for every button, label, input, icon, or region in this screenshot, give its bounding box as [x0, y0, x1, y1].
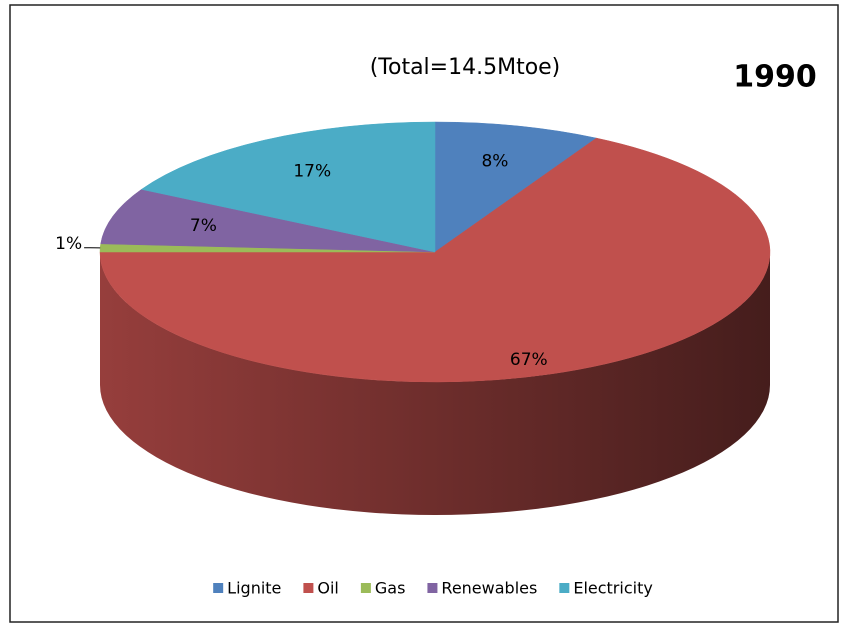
slice-side	[100, 252, 770, 515]
legend-swatch	[360, 583, 371, 593]
legend-label: Lignite	[227, 579, 281, 598]
chart-title: 1990	[733, 60, 817, 95]
legend-swatch	[559, 583, 570, 593]
slice	[434, 121, 597, 253]
slice	[99, 137, 771, 383]
legend-swatch	[427, 583, 438, 593]
legend-label: Renewables	[441, 579, 537, 598]
slice	[140, 121, 436, 253]
data-label: 7%	[190, 216, 217, 236]
slice	[100, 189, 436, 253]
legend-swatch	[303, 583, 314, 593]
legend-label: Oil	[317, 579, 338, 598]
legend-label: Gas	[375, 579, 406, 598]
data-label: 67%	[510, 350, 548, 370]
data-label: 8%	[481, 151, 508, 171]
legend-label: Electricity	[573, 579, 652, 598]
data-label: 1%	[55, 234, 82, 254]
data-label: 17%	[293, 161, 331, 181]
legend-swatch	[213, 583, 224, 593]
chart-subtitle: (Total=14.5Mtoe)	[370, 55, 561, 80]
